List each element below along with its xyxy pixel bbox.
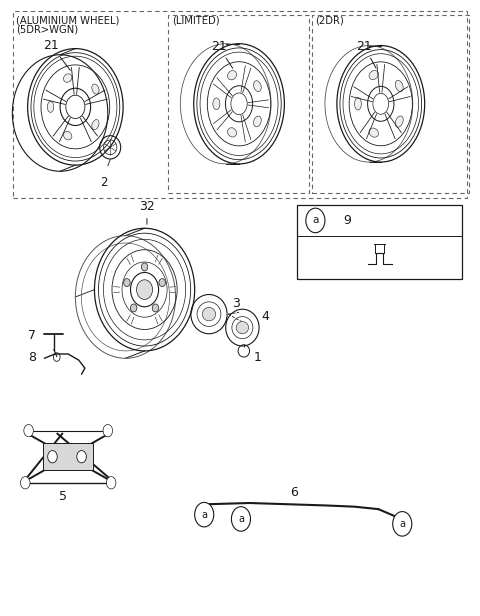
Text: 21: 21 — [44, 39, 71, 70]
Ellipse shape — [159, 278, 166, 286]
Ellipse shape — [141, 263, 148, 271]
Text: 21: 21 — [356, 40, 376, 68]
Circle shape — [393, 512, 412, 536]
Ellipse shape — [355, 97, 361, 110]
Ellipse shape — [92, 120, 99, 130]
Text: 9: 9 — [343, 214, 351, 227]
Bar — [297, 205, 462, 278]
Circle shape — [107, 477, 116, 489]
Text: 7: 7 — [28, 329, 36, 342]
Ellipse shape — [48, 102, 54, 112]
Ellipse shape — [124, 278, 130, 286]
Text: a: a — [201, 509, 207, 520]
Ellipse shape — [253, 116, 261, 127]
Ellipse shape — [136, 280, 153, 299]
Ellipse shape — [92, 84, 99, 94]
Bar — [13, 10, 467, 198]
Circle shape — [77, 450, 86, 463]
Ellipse shape — [63, 131, 72, 140]
Ellipse shape — [228, 128, 237, 137]
Circle shape — [48, 450, 57, 463]
Ellipse shape — [396, 116, 403, 128]
Text: a: a — [399, 519, 405, 529]
Text: 3: 3 — [232, 296, 240, 310]
Ellipse shape — [369, 70, 378, 79]
Circle shape — [195, 503, 214, 527]
Ellipse shape — [228, 71, 237, 80]
Circle shape — [24, 424, 34, 437]
Text: (5DR>WGN): (5DR>WGN) — [16, 24, 78, 34]
Text: 4: 4 — [262, 310, 269, 323]
Ellipse shape — [236, 322, 249, 334]
Text: 21: 21 — [211, 40, 233, 68]
Text: 32: 32 — [139, 200, 155, 224]
Text: 2: 2 — [100, 176, 108, 189]
Circle shape — [103, 424, 113, 437]
Circle shape — [21, 477, 30, 489]
Text: 8: 8 — [28, 351, 36, 363]
Ellipse shape — [369, 128, 378, 137]
Bar — [312, 15, 469, 193]
Circle shape — [231, 507, 251, 531]
Text: (LIMITED): (LIMITED) — [172, 15, 220, 25]
Text: a: a — [238, 514, 244, 524]
Text: (ALUMINIUM WHEEL): (ALUMINIUM WHEEL) — [16, 15, 119, 25]
Ellipse shape — [131, 304, 137, 312]
Ellipse shape — [396, 80, 403, 92]
Bar — [168, 15, 309, 193]
Ellipse shape — [202, 307, 216, 321]
Ellipse shape — [152, 304, 159, 312]
Ellipse shape — [63, 74, 72, 83]
Text: 1: 1 — [253, 351, 261, 363]
Ellipse shape — [213, 98, 220, 110]
Ellipse shape — [253, 81, 261, 92]
Text: (2DR): (2DR) — [315, 15, 344, 25]
Text: 5: 5 — [60, 490, 67, 503]
Text: a: a — [312, 216, 319, 225]
Text: 6: 6 — [290, 486, 298, 500]
FancyBboxPatch shape — [43, 444, 93, 470]
